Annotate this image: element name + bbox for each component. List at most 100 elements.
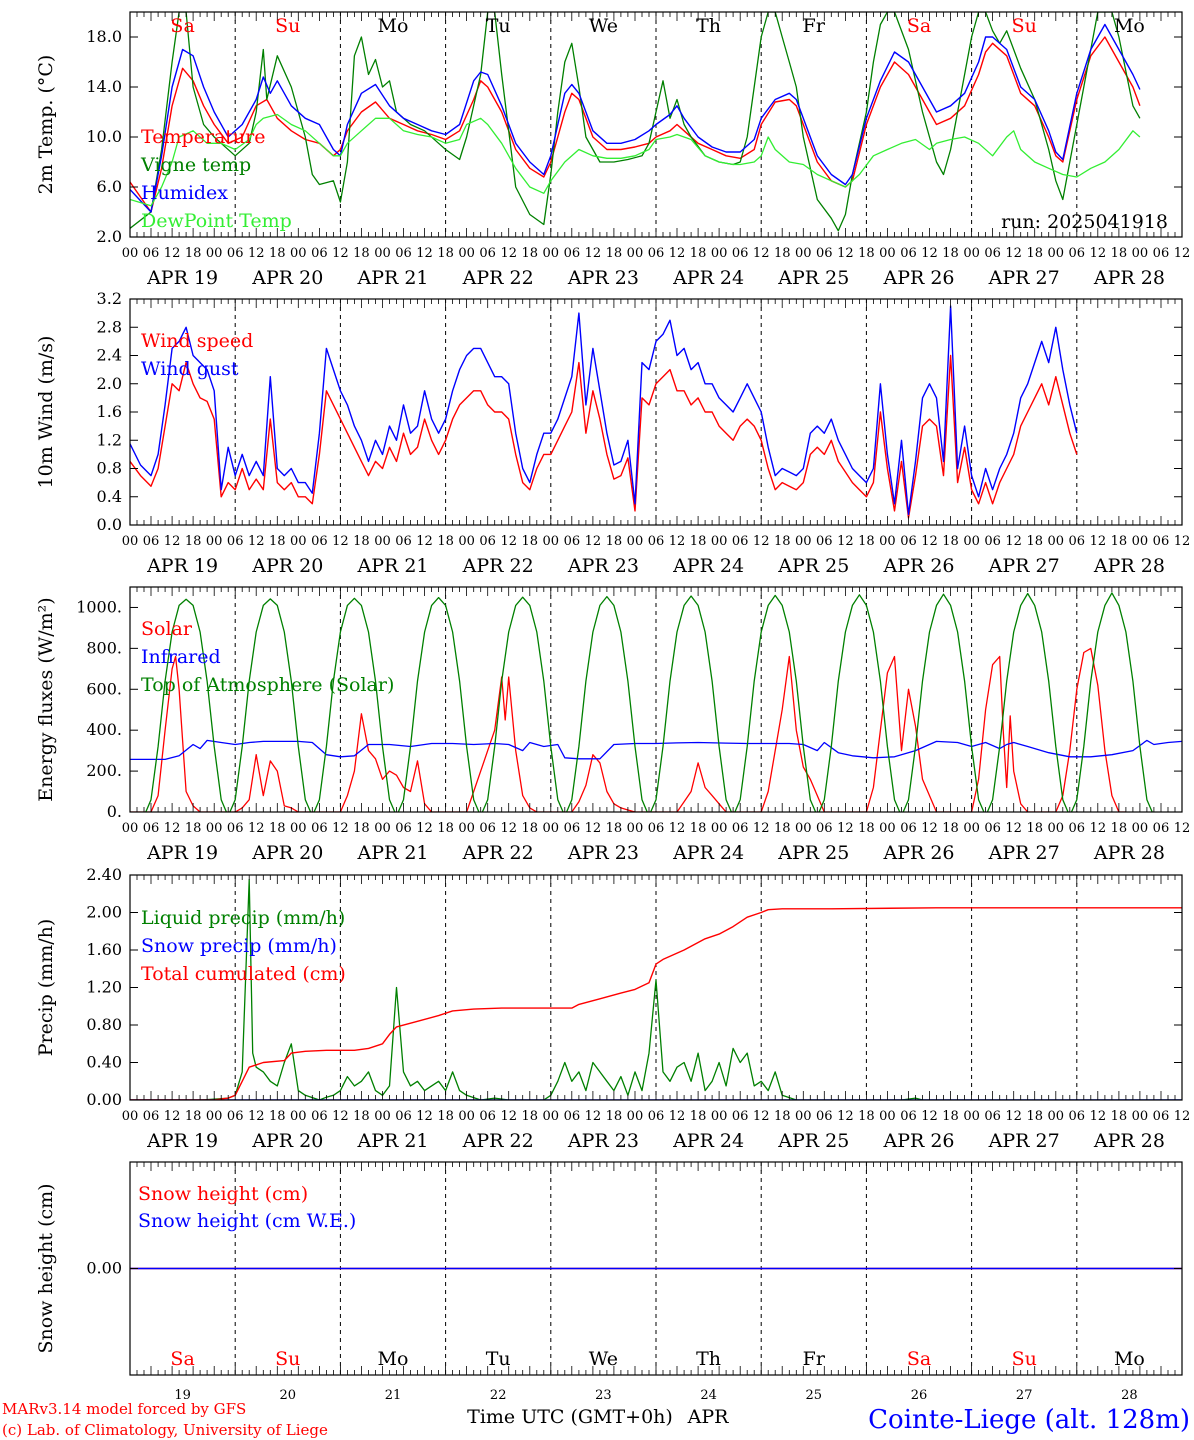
y-tick-label: 18.0 (86, 27, 122, 46)
series-line-toa-solar (397, 596, 480, 812)
hour-tick-label: 18 (1026, 246, 1043, 261)
hour-tick-label: 06 (395, 1109, 412, 1124)
hour-tick-label: 06 (395, 246, 412, 261)
month-label: APR (687, 1406, 730, 1428)
date-label: APR 23 (567, 555, 639, 577)
hour-tick-label: 00 (374, 821, 391, 836)
hour-tick-label: 18 (606, 1109, 623, 1124)
date-label: APR 23 (567, 842, 639, 864)
hour-tick-label: 18 (353, 821, 370, 836)
date-label: APR 19 (146, 555, 218, 577)
hour-tick-label: 00 (711, 534, 728, 549)
hour-tick-label: 12 (1174, 821, 1191, 836)
hour-tick-label: 00 (458, 246, 475, 261)
date-label: APR 25 (777, 1130, 849, 1152)
hour-tick-label: 06 (648, 821, 665, 836)
date-label: APR 25 (777, 267, 849, 289)
hour-tick-label: 18 (1111, 821, 1128, 836)
hour-tick-label: 06 (1069, 534, 1086, 549)
series-line-toa-solar (481, 596, 564, 812)
hour-tick-label: 06 (479, 246, 496, 261)
hour-tick-label: 06 (900, 246, 917, 261)
hour-tick-label: 00 (122, 1109, 139, 1124)
legend-entry: Solar (141, 618, 193, 640)
hour-tick-label: 00 (795, 246, 812, 261)
hour-tick-label: 12 (585, 246, 602, 261)
date-label: APR 19 (146, 1130, 218, 1152)
hour-tick-label: 00 (290, 1109, 307, 1124)
hour-tick-label: 12 (500, 534, 517, 549)
weekday-label-bottom: Th (696, 1348, 721, 1370)
hour-tick-label: 18 (942, 246, 959, 261)
weekday-label: We (589, 15, 618, 37)
hour-tick-label: 18 (185, 1109, 202, 1124)
day-number: 20 (280, 1388, 297, 1403)
hour-tick-label: 18 (690, 534, 707, 549)
hour-tick-label: 12 (164, 534, 181, 549)
hour-tick-label: 00 (543, 821, 560, 836)
hour-tick-label: 06 (395, 534, 412, 549)
date-label: APR 24 (672, 1130, 744, 1152)
hour-tick-label: 06 (227, 246, 244, 261)
series-line-humidex (130, 23, 1141, 213)
hour-tick-label: 12 (921, 821, 938, 836)
hour-tick-label: 18 (269, 1109, 286, 1124)
hour-tick-label: 06 (900, 534, 917, 549)
hour-tick-label: 06 (984, 1109, 1001, 1124)
hour-tick-label: 18 (437, 821, 454, 836)
legend-entry: Snow precip (mm/h) (141, 935, 337, 957)
panel-flux: 0. 200. 400. 600. 800. 1000. Energy fluxes (W/… (35, 586, 1191, 864)
day-number: 22 (490, 1388, 507, 1403)
hour-tick-label: 18 (437, 246, 454, 261)
date-label: APR 28 (1093, 842, 1165, 864)
y-tick-label: 10.0 (86, 127, 122, 146)
hour-tick-label: 18 (521, 1109, 538, 1124)
hour-tick-label: 06 (227, 534, 244, 549)
hour-tick-label: 18 (185, 246, 202, 261)
hour-tick-label: 06 (1069, 246, 1086, 261)
legend-entry: Vigne temp (140, 154, 251, 176)
hour-tick-label: 18 (185, 534, 202, 549)
hour-tick-label: 06 (479, 534, 496, 549)
day-number: 21 (385, 1388, 402, 1403)
hour-tick-label: 18 (437, 1109, 454, 1124)
hour-tick-label: 12 (753, 534, 770, 549)
hour-tick-label: 18 (1111, 534, 1128, 549)
hour-tick-label: 06 (1153, 534, 1170, 549)
hour-tick-label: 00 (543, 534, 560, 549)
date-label: APR 26 (882, 1130, 954, 1152)
y-axis-label: Snow height (cm) (35, 1183, 57, 1353)
series-line-toa-solar (566, 595, 648, 812)
hour-tick-label: 00 (795, 1109, 812, 1124)
hour-tick-label: 18 (606, 534, 623, 549)
hour-tick-label: 12 (416, 246, 433, 261)
weekday-label: Sa (907, 15, 931, 37)
date-label: APR 28 (1093, 267, 1165, 289)
hour-tick-label: 12 (248, 246, 265, 261)
hour-tick-label: 12 (1174, 534, 1191, 549)
hour-tick-label: 12 (332, 821, 349, 836)
date-label: APR 24 (672, 555, 744, 577)
hour-tick-label: 18 (521, 821, 538, 836)
hour-tick-label: 12 (837, 1109, 854, 1124)
date-label: APR 28 (1093, 1130, 1165, 1152)
date-label: APR 27 (988, 842, 1060, 864)
weekday-label-bottom: Sa (170, 1348, 194, 1370)
y-tick-label: 2.0 (97, 227, 122, 246)
y-tick-label: 1.2 (97, 430, 122, 449)
hour-tick-label: 06 (311, 821, 328, 836)
hour-tick-label: 18 (1111, 1109, 1128, 1124)
hour-tick-label: 18 (690, 246, 707, 261)
hour-tick-label: 06 (564, 534, 581, 549)
date-label: APR 21 (356, 267, 428, 289)
weekday-label: Fr (803, 15, 826, 37)
hour-tick-label: 06 (648, 246, 665, 261)
hour-tick-label: 00 (711, 1109, 728, 1124)
hour-tick-label: 00 (206, 1109, 223, 1124)
series-line-toa-solar (650, 595, 732, 812)
date-label: APR 21 (356, 555, 428, 577)
date-label: APR 22 (462, 842, 534, 864)
hour-tick-label: 18 (353, 534, 370, 549)
hour-tick-label: 18 (269, 821, 286, 836)
hour-tick-label: 06 (984, 534, 1001, 549)
